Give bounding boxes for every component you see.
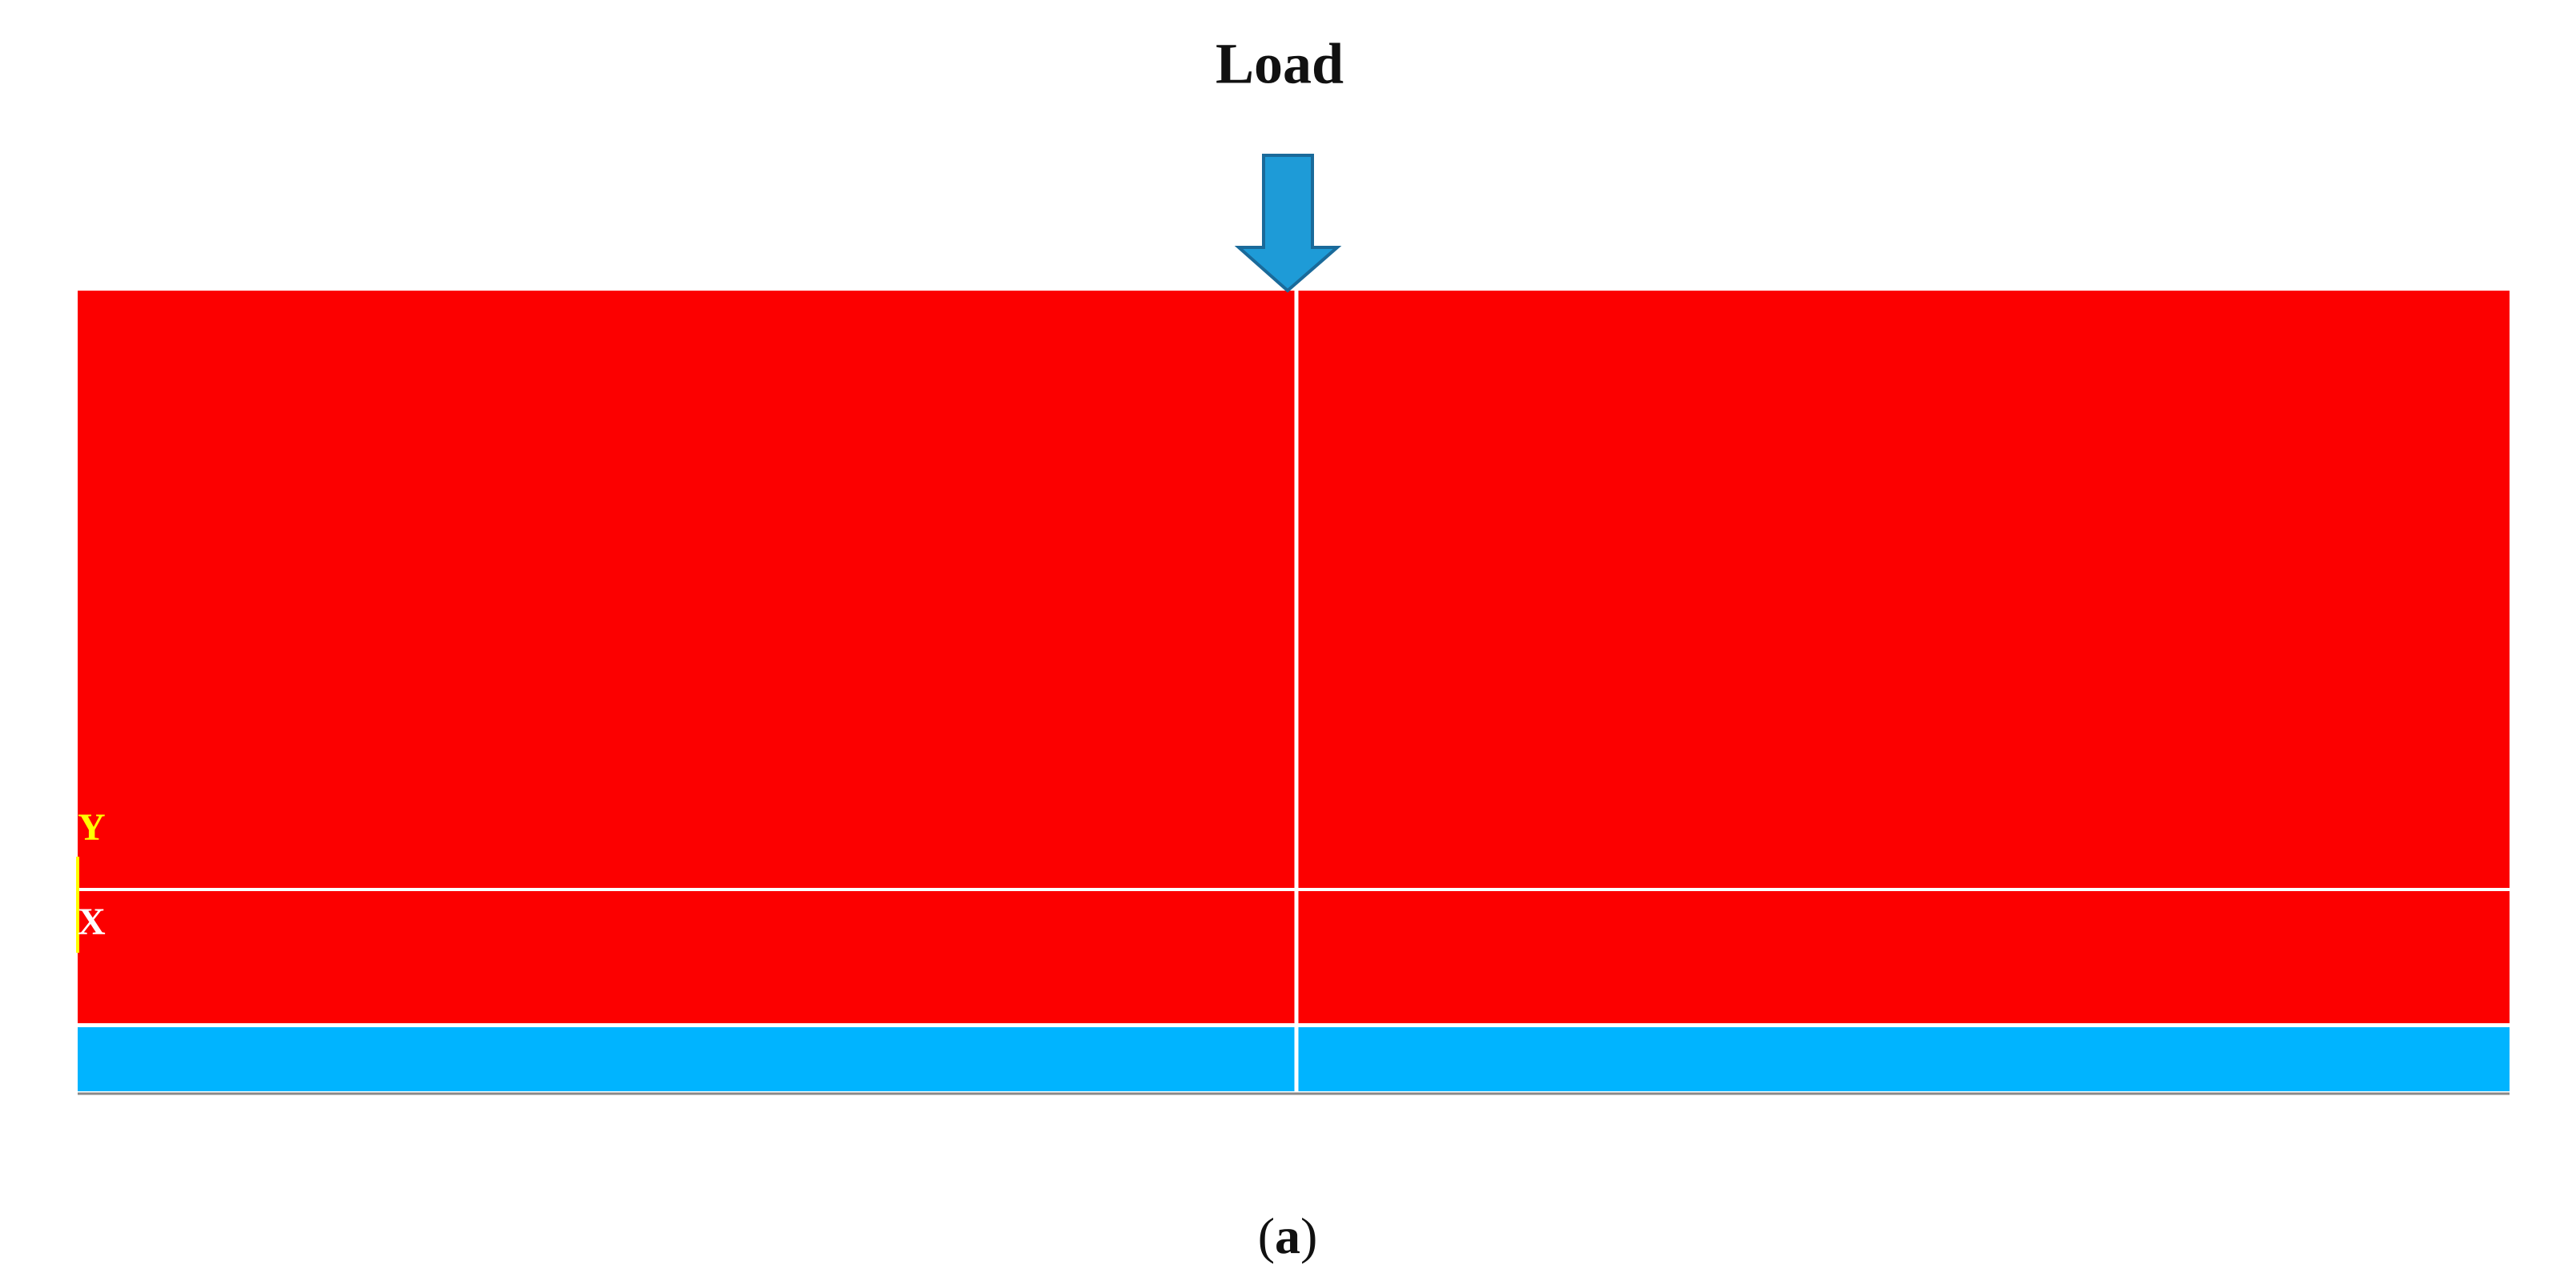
base-layer: [78, 1027, 2510, 1091]
x-axis-label: X: [78, 901, 106, 943]
caption: (a): [1258, 1207, 1318, 1264]
caption-open: (: [1258, 1207, 1275, 1264]
y-axis-label: Y: [78, 806, 106, 849]
load-label: Load: [1216, 32, 1344, 96]
caption-label: a: [1275, 1207, 1300, 1264]
caption-close: ): [1300, 1207, 1317, 1264]
upper-layer: [78, 291, 2510, 1023]
load-arrow: [1234, 154, 1342, 293]
